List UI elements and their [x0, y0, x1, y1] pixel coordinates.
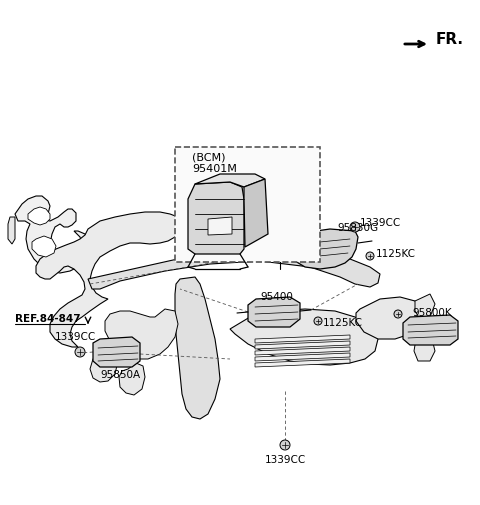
Text: 1339CC: 1339CC: [264, 454, 306, 464]
Polygon shape: [28, 208, 50, 226]
Polygon shape: [90, 347, 118, 382]
Polygon shape: [255, 335, 350, 343]
Polygon shape: [8, 218, 15, 244]
Polygon shape: [415, 317, 436, 341]
Text: 95400: 95400: [260, 291, 293, 301]
Polygon shape: [255, 359, 350, 367]
Polygon shape: [208, 218, 232, 235]
Polygon shape: [93, 337, 140, 367]
Text: 1125KC: 1125KC: [376, 248, 416, 259]
Circle shape: [350, 223, 360, 232]
Polygon shape: [230, 310, 378, 365]
Circle shape: [366, 252, 374, 261]
Circle shape: [314, 317, 322, 325]
Text: REF.84-847: REF.84-847: [15, 314, 81, 323]
Polygon shape: [291, 230, 358, 270]
Polygon shape: [36, 213, 182, 347]
Text: (BCM): (BCM): [192, 152, 226, 162]
Text: 95401M: 95401M: [192, 164, 237, 174]
Polygon shape: [119, 363, 145, 395]
Polygon shape: [105, 310, 178, 359]
Polygon shape: [248, 297, 300, 327]
Text: 95830G: 95830G: [337, 223, 378, 232]
Text: 95800K: 95800K: [412, 308, 452, 317]
Polygon shape: [403, 316, 458, 345]
Polygon shape: [415, 294, 435, 319]
Polygon shape: [255, 354, 350, 361]
Polygon shape: [88, 251, 380, 289]
Circle shape: [280, 440, 290, 450]
Circle shape: [75, 347, 85, 358]
Polygon shape: [15, 196, 92, 274]
Polygon shape: [188, 183, 244, 255]
Text: 95850A: 95850A: [100, 369, 140, 379]
Text: 1339CC: 1339CC: [55, 331, 96, 341]
Polygon shape: [244, 180, 268, 247]
Polygon shape: [356, 297, 422, 339]
Polygon shape: [175, 277, 220, 419]
Polygon shape: [255, 347, 350, 356]
Circle shape: [394, 311, 402, 318]
Text: 1339CC: 1339CC: [360, 218, 401, 228]
FancyBboxPatch shape: [175, 147, 320, 263]
Polygon shape: [255, 341, 350, 349]
Polygon shape: [414, 339, 435, 361]
Text: 1125KC: 1125KC: [323, 317, 363, 327]
Polygon shape: [195, 175, 265, 188]
Polygon shape: [32, 236, 56, 258]
Text: FR.: FR.: [436, 32, 464, 47]
